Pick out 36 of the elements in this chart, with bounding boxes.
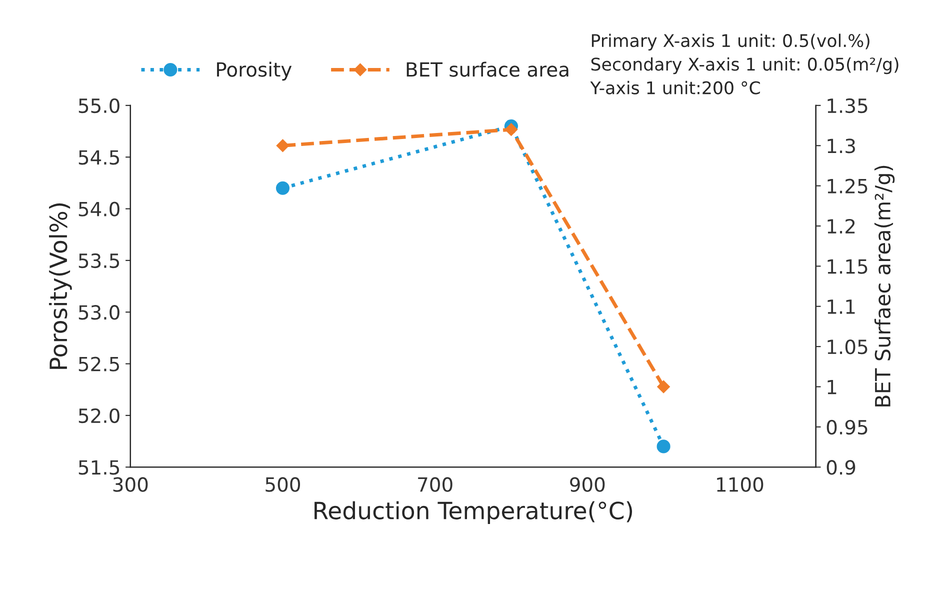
- point: [276, 181, 290, 195]
- text: Primary X-axis 1 unit: 0.5(vol.%): [592, 34, 870, 51]
- y2-tick-label: 0.95: [826, 420, 868, 435]
- legend-label: Porosity: [217, 62, 292, 81]
- text: Secondary X-axis 1 unit: 0.05(m²/g): [591, 57, 898, 74]
- y-tick-label: 53.5: [78, 253, 120, 268]
- x-tick-label: 300: [113, 477, 148, 492]
- y2-tick-label: 1.3: [828, 138, 855, 154]
- y2-tick-label: 1.35: [828, 98, 868, 114]
- y2-axis-title: BET Surfaec area(m²/g): [874, 166, 895, 406]
- x-tick-label: 500: [266, 477, 300, 492]
- y-tick-label: 54.0: [78, 202, 120, 216]
- y2-tick-label: 1.2: [828, 218, 855, 234]
- point: [276, 139, 290, 152]
- point: [504, 123, 518, 136]
- x-tick-label: 900: [570, 477, 605, 492]
- y2-tick-label: 1.05: [828, 340, 868, 354]
- x-axis-title: Reduction Temperature(°C): [314, 501, 632, 524]
- y-tick-label: 53.0: [78, 305, 120, 320]
- y-tick-label: 51.5: [78, 460, 120, 475]
- y2-tick-label: 1.1: [828, 300, 855, 314]
- legend-label: BET surface area: [406, 62, 568, 77]
- y2-tick-label: 1.25: [828, 178, 868, 194]
- x-tick-label: 1100: [717, 477, 764, 492]
- y-tick-label: 54.5: [78, 150, 120, 165]
- y-tick-label: 52.5: [78, 356, 120, 372]
- x-tick-label: 700: [418, 477, 452, 492]
- y-axis-title: Porosity(Vol%): [49, 203, 72, 369]
- text: Y-axis 1 unit:200 °C: [590, 80, 760, 94]
- y2-tick-label: 1: [828, 380, 836, 394]
- point: [657, 380, 670, 394]
- y-tick-label: 55.0: [78, 98, 120, 114]
- y-tick-label: 52.0: [78, 408, 120, 424]
- y2-tick-label: 0.9: [826, 460, 856, 475]
- y2-tick-label: 1.15: [828, 259, 868, 274]
- point: [656, 440, 670, 454]
